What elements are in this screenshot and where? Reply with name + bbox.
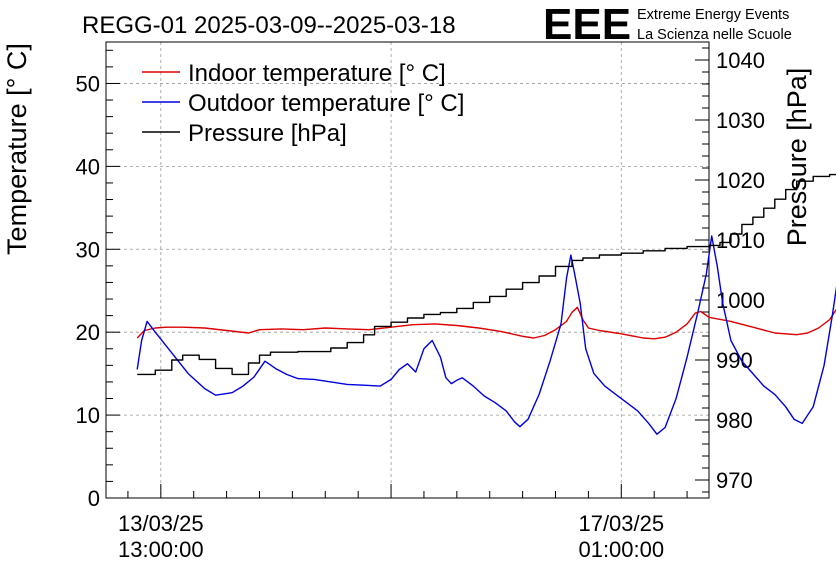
- left-tick-label: 10: [76, 403, 100, 428]
- y-axis-left-label: Temperature [° C]: [2, 43, 32, 255]
- plot-frame: [105, 41, 710, 499]
- y-axis-right-label: Pressure [hPa]: [782, 68, 812, 247]
- x-tick-label-date: 17/03/25: [578, 511, 664, 536]
- x-tick-label-time: 13:00:00: [118, 537, 204, 562]
- right-tick-label: 1030: [716, 108, 765, 133]
- axis-ticks: 0102030405097098099010001010102010301040…: [76, 47, 765, 562]
- series-line-indoor: [136, 306, 836, 340]
- right-tick-label: 1010: [716, 228, 765, 253]
- x-tick-label-date: 13/03/25: [118, 511, 204, 536]
- left-tick-label: 40: [76, 154, 100, 179]
- right-tick-label: 1040: [716, 48, 765, 73]
- right-tick-label: 970: [716, 468, 753, 493]
- right-tick-label: 1020: [716, 168, 765, 193]
- left-tick-label: 20: [76, 320, 100, 345]
- legend-label-pressure: Pressure [hPa]: [188, 120, 347, 147]
- right-tick-label: 980: [716, 408, 753, 433]
- legend-label-indoor: Indoor temperature [° C]: [188, 60, 446, 87]
- branding-line-1: Extreme Energy Events: [637, 7, 789, 23]
- branding-line-2: La Scienza nelle Scuole: [637, 27, 792, 43]
- series-line-pressure: [137, 173, 836, 376]
- eee-logo: EEE: [543, 0, 631, 49]
- grid-lines: [106, 42, 709, 498]
- x-tick-label-time: 01:00:00: [578, 537, 664, 562]
- series-line-outdoor: [136, 235, 836, 435]
- left-tick-label: 50: [76, 71, 100, 96]
- right-tick-label: 990: [716, 348, 753, 373]
- left-tick-label: 0: [88, 486, 100, 511]
- chart-title: REGG-01 2025-03-09--2025-03-18: [82, 12, 456, 39]
- series-layer: [136, 173, 836, 435]
- legend: Indoor temperature [° C] Outdoor tempera…: [142, 60, 464, 147]
- left-tick-label: 30: [76, 237, 100, 262]
- legend-label-outdoor: Outdoor temperature [° C]: [188, 90, 464, 117]
